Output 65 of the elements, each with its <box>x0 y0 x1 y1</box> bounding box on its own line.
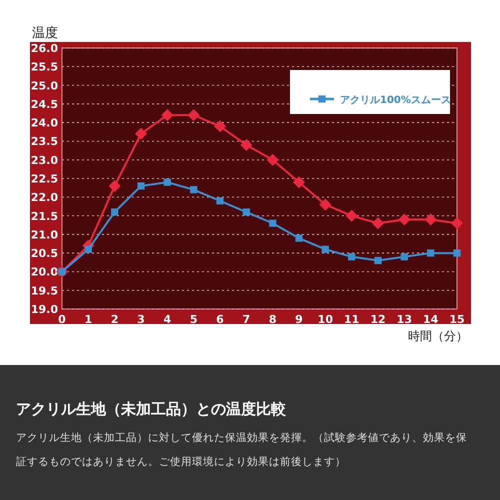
y-tick-label: 22.5 <box>30 172 58 186</box>
point <box>164 178 171 186</box>
y-tick-label: 24.0 <box>30 116 58 130</box>
x-tick-label: 8 <box>268 313 276 326</box>
point <box>424 214 437 226</box>
point <box>319 198 332 211</box>
point <box>372 217 384 230</box>
y-tick-label: 19.0 <box>30 303 58 316</box>
point <box>84 246 92 253</box>
x-tick-label: 5 <box>190 313 198 326</box>
point <box>135 128 147 140</box>
point <box>374 256 382 264</box>
point <box>111 208 118 216</box>
point <box>240 138 252 151</box>
x-tick-label: 0 <box>58 313 66 326</box>
point <box>427 249 434 257</box>
point <box>295 234 303 242</box>
point <box>188 109 200 122</box>
y-tick-label: 24.5 <box>30 98 58 111</box>
legend-label: アクリル100%スムース <box>340 95 451 106</box>
y-tick-label: 23.0 <box>30 154 58 167</box>
point <box>242 208 250 216</box>
x-tick-label: 14 <box>423 313 439 326</box>
point <box>451 217 463 230</box>
y-tick-label: 25.5 <box>30 60 58 74</box>
x-tick-label: 4 <box>164 313 172 326</box>
y-tick-label: 21.0 <box>30 228 58 242</box>
x-tick-label: 6 <box>216 313 224 326</box>
y-tick-label: 20.0 <box>30 266 58 279</box>
x-tick-label: 12 <box>370 313 386 326</box>
y-tick-label: 20.5 <box>30 247 58 260</box>
x-tick-label: 7 <box>242 313 250 326</box>
point <box>266 154 279 166</box>
point <box>216 197 224 204</box>
y-tick-label: 26.0 <box>30 42 58 55</box>
x-tick-label: 11 <box>344 313 360 326</box>
y-axis-title: 温度 <box>32 25 58 41</box>
point <box>398 214 410 226</box>
point <box>214 120 226 132</box>
text: アクリル生地（未加工品）に対して優れた保温効果を発揮。（試験参考値であり、効果を保証するものではありません。ご使用環境により効果は前後します） <box>16 431 467 468</box>
x-tick-label: 10 <box>318 313 334 326</box>
x-tick-label: 9 <box>295 313 303 326</box>
x-tick-label: 1 <box>84 313 92 326</box>
point <box>161 109 174 122</box>
point <box>137 182 145 190</box>
x-axis-title: 時間（分） <box>408 329 468 343</box>
text: アクリル生地（未加工品）との温度比較 <box>16 400 287 418</box>
y-tick-label: 22.0 <box>30 191 58 204</box>
y-tick-label: 23.5 <box>30 135 58 148</box>
point <box>453 249 461 257</box>
point <box>190 186 198 194</box>
point <box>293 176 305 188</box>
y-tick-label: 19.5 <box>30 284 58 298</box>
point <box>346 210 358 222</box>
point <box>108 180 121 192</box>
y-tick-label: 21.5 <box>30 210 58 223</box>
x-tick-label: 3 <box>137 313 145 326</box>
x-tick-label: 13 <box>396 313 412 326</box>
point <box>400 253 408 260</box>
point <box>269 220 276 227</box>
x-tick-label: 15 <box>449 313 465 326</box>
point <box>322 246 329 253</box>
point <box>348 253 356 260</box>
y-tick-label: 25.0 <box>30 79 58 92</box>
x-tick-label: 2 <box>110 313 118 326</box>
